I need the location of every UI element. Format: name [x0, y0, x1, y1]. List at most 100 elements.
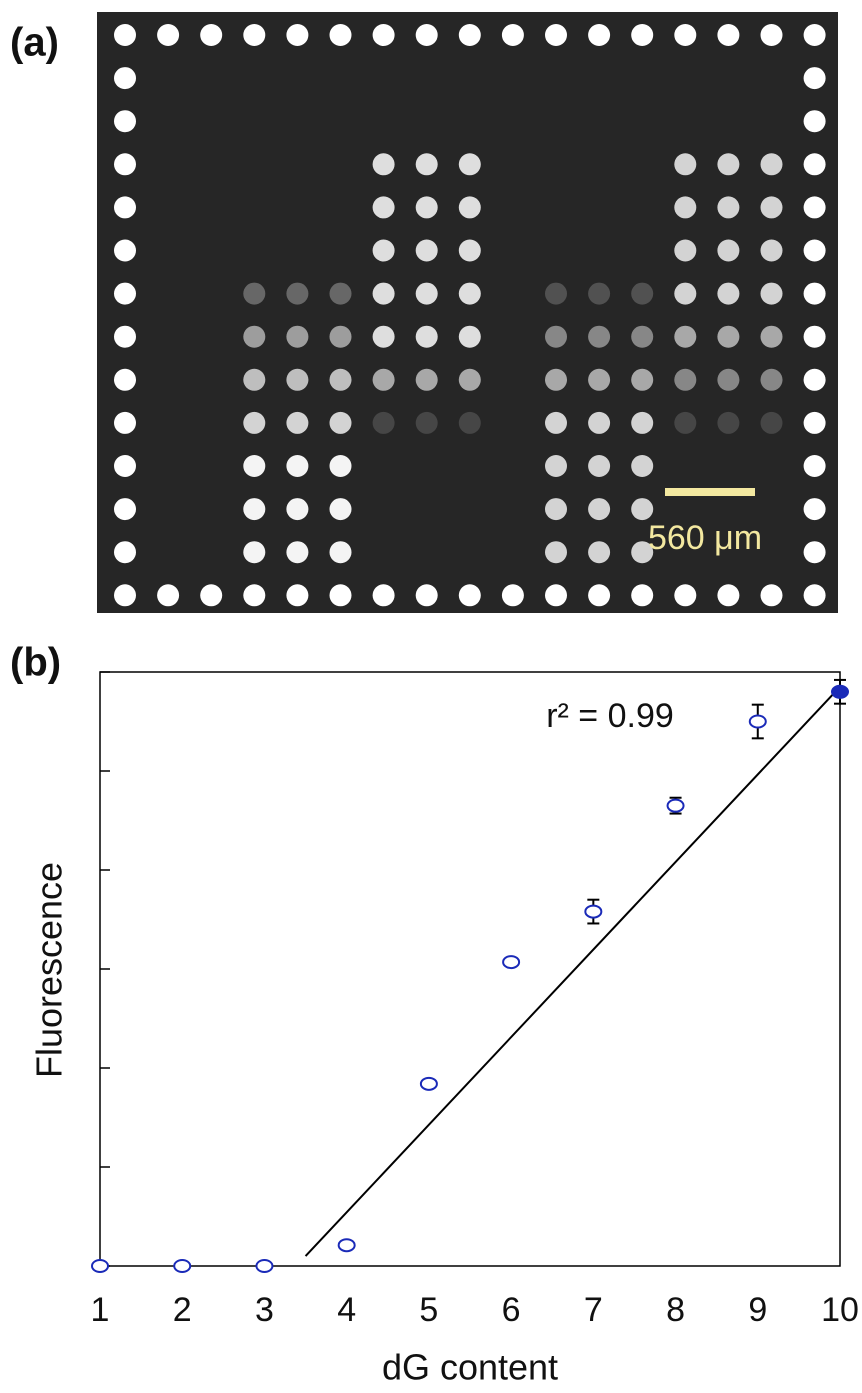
- spot: [114, 196, 136, 218]
- spot: [416, 153, 438, 175]
- spot: [459, 240, 481, 262]
- spot: [674, 153, 696, 175]
- spot: [588, 326, 610, 348]
- spot: [243, 412, 265, 434]
- spot: [114, 283, 136, 305]
- spot: [373, 326, 395, 348]
- spot: [674, 24, 696, 46]
- spot: [804, 455, 826, 477]
- spot: [330, 412, 352, 434]
- spot: [545, 541, 567, 563]
- spot: [761, 283, 783, 305]
- x-tick-label: 9: [748, 1291, 767, 1329]
- spot: [545, 412, 567, 434]
- spot: [674, 196, 696, 218]
- spot: [588, 541, 610, 563]
- spot: [286, 412, 308, 434]
- spot: [459, 412, 481, 434]
- spot: [545, 283, 567, 305]
- spot: [717, 412, 739, 434]
- spot: [114, 240, 136, 262]
- spot: [157, 24, 179, 46]
- spot: [804, 412, 826, 434]
- spot: [243, 24, 265, 46]
- spot: [330, 326, 352, 348]
- spot: [545, 24, 567, 46]
- point: [421, 1078, 437, 1090]
- spot: [373, 24, 395, 46]
- spot: [674, 584, 696, 606]
- spot: [114, 498, 136, 520]
- spot: [416, 412, 438, 434]
- point: [339, 1239, 355, 1251]
- spot: [114, 326, 136, 348]
- spot: [804, 541, 826, 563]
- spot: [416, 196, 438, 218]
- spot: [114, 584, 136, 606]
- spot: [761, 24, 783, 46]
- x-tick-label: 7: [584, 1291, 603, 1329]
- spot: [502, 584, 524, 606]
- spot: [243, 369, 265, 391]
- spot: [416, 369, 438, 391]
- spot: [459, 326, 481, 348]
- point: [668, 800, 684, 812]
- spot: [373, 584, 395, 606]
- spot: [717, 24, 739, 46]
- spot: [631, 326, 653, 348]
- spot: [114, 369, 136, 391]
- spot: [631, 24, 653, 46]
- spot: [416, 240, 438, 262]
- spot: [416, 326, 438, 348]
- spot: [761, 584, 783, 606]
- spot: [674, 283, 696, 305]
- y-axis-label: Fluorescence: [29, 862, 70, 1078]
- spot: [588, 455, 610, 477]
- spot: [330, 24, 352, 46]
- spot: [631, 498, 653, 520]
- x-tick-label: 2: [173, 1291, 192, 1329]
- spot: [114, 541, 136, 563]
- spot: [330, 283, 352, 305]
- spot: [286, 283, 308, 305]
- scale-bar-label: 560 μm: [648, 519, 762, 557]
- x-tick-label: 4: [337, 1291, 356, 1329]
- spot: [200, 24, 222, 46]
- spot: [631, 455, 653, 477]
- spot: [330, 584, 352, 606]
- point: [832, 686, 848, 698]
- point: [174, 1260, 190, 1272]
- spot: [588, 283, 610, 305]
- spot: [804, 584, 826, 606]
- panel-label: (b): [10, 641, 61, 685]
- spot: [588, 369, 610, 391]
- spot: [717, 240, 739, 262]
- spot: [114, 67, 136, 89]
- spot: [330, 541, 352, 563]
- spot: [373, 240, 395, 262]
- spot: [717, 196, 739, 218]
- x-tick-label: 1: [91, 1291, 110, 1329]
- x-tick-label: 6: [502, 1291, 521, 1329]
- spot: [588, 584, 610, 606]
- spot: [243, 455, 265, 477]
- spot: [373, 369, 395, 391]
- spot: [631, 369, 653, 391]
- spot: [459, 196, 481, 218]
- spot: [330, 498, 352, 520]
- spot: [545, 369, 567, 391]
- annotation: r² = 0.99: [546, 697, 674, 735]
- spot: [459, 369, 481, 391]
- spot: [286, 455, 308, 477]
- spot: [373, 153, 395, 175]
- spot: [416, 283, 438, 305]
- spot: [804, 283, 826, 305]
- spot: [804, 196, 826, 218]
- panel-label: (a): [10, 21, 59, 65]
- spot: [761, 412, 783, 434]
- spot: [373, 283, 395, 305]
- spot: [674, 326, 696, 348]
- spot: [373, 196, 395, 218]
- spot: [761, 240, 783, 262]
- spot: [761, 153, 783, 175]
